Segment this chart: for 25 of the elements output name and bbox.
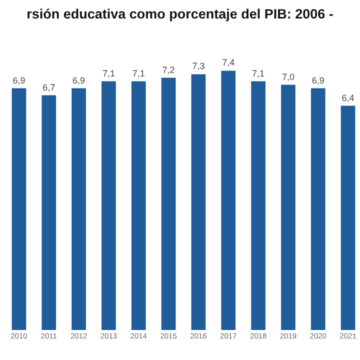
bar: [340, 106, 356, 330]
data-label: 7,2: [162, 64, 175, 75]
data-label: 6,7: [42, 82, 56, 92]
bar: [281, 84, 296, 330]
data-label: 7,4: [222, 58, 235, 68]
bar: [131, 81, 146, 330]
bar: [102, 81, 116, 330]
data-label: 7,0: [282, 72, 294, 82]
bar: [42, 95, 56, 330]
bar: [221, 70, 236, 330]
data-label: 7,1: [102, 68, 115, 78]
data-label: 6,4: [342, 92, 354, 103]
data-label: 7,3: [192, 61, 205, 72]
data-label: 6,9: [72, 75, 86, 86]
chart-title: rsión educativa como porcentaje del PIB: 2006 -: [26, 6, 334, 22]
bar: [251, 81, 266, 330]
bar: [161, 78, 176, 330]
bar: [191, 74, 206, 330]
bar: [310, 88, 326, 330]
data-label: 7,1: [132, 68, 145, 78]
data-label: 6,9: [312, 75, 324, 86]
bar: [12, 88, 26, 330]
data-label: 7,1: [252, 68, 265, 78]
data-label: 6,9: [12, 75, 26, 86]
bar: [72, 88, 86, 330]
